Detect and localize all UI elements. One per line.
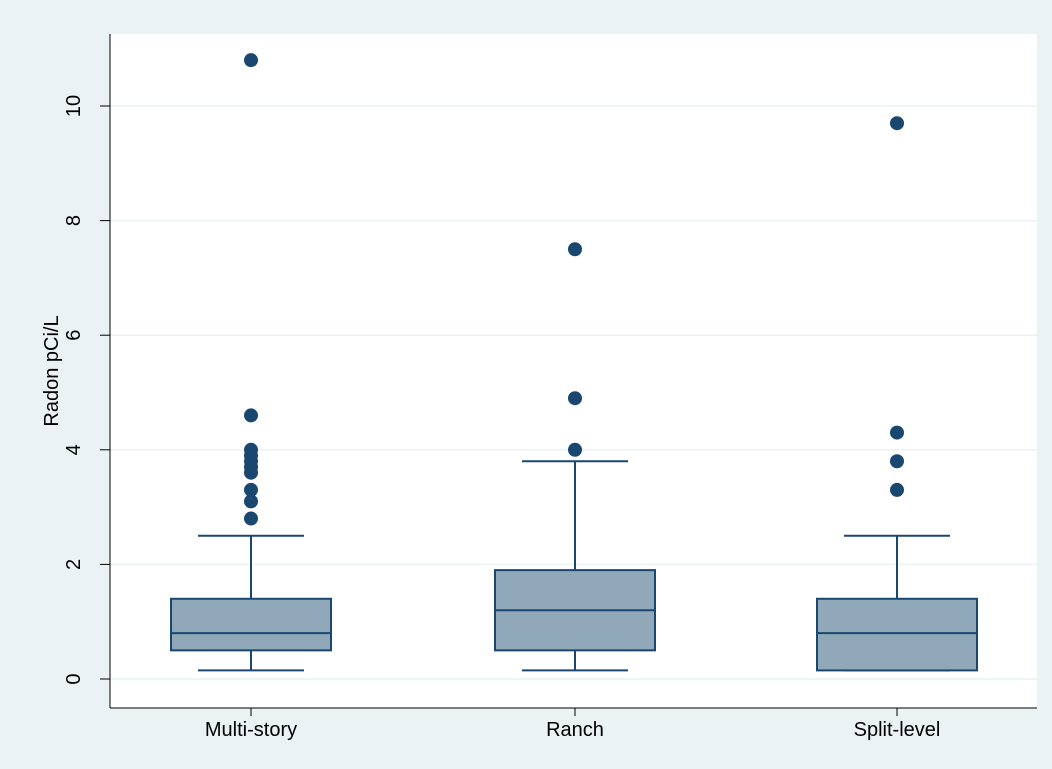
outlier-point xyxy=(244,494,258,509)
y-tick-label: 6 xyxy=(63,330,85,341)
outlier-point xyxy=(568,391,582,406)
outlier-point xyxy=(244,482,258,497)
outlier-point xyxy=(890,425,904,440)
outlier-point xyxy=(244,53,258,68)
y-tick-label: 10 xyxy=(63,95,85,117)
y-tick-label: 2 xyxy=(63,559,85,570)
outlier-point xyxy=(890,116,904,131)
outlier-point xyxy=(244,408,258,423)
y-axis-label: Radon pCi/L xyxy=(41,315,63,426)
outlier-point xyxy=(568,242,582,257)
outlier-point xyxy=(890,454,904,469)
box-group xyxy=(816,116,978,672)
outlier-point xyxy=(244,511,258,526)
box-group xyxy=(494,242,656,672)
outlier-point xyxy=(890,482,904,497)
axes xyxy=(109,34,1037,709)
x-tick-labels: Multi-story Ranch Split-level xyxy=(205,708,940,741)
x-tick-label: Multi-story xyxy=(205,719,297,741)
y-tick-label: 0 xyxy=(63,673,85,684)
y-tick-label: 4 xyxy=(63,444,85,455)
y-ticks: 0 2 4 6 8 10 xyxy=(63,95,110,685)
x-tick-label: Split-level xyxy=(854,719,941,741)
box-iqr xyxy=(170,597,332,652)
boxes xyxy=(170,53,978,672)
outlier-point xyxy=(568,442,582,457)
outlier-point xyxy=(244,442,258,457)
x-tick-label: Ranch xyxy=(546,719,604,741)
y-tick-label: 8 xyxy=(63,215,85,226)
box-iqr xyxy=(816,597,978,672)
box-group xyxy=(170,53,332,672)
